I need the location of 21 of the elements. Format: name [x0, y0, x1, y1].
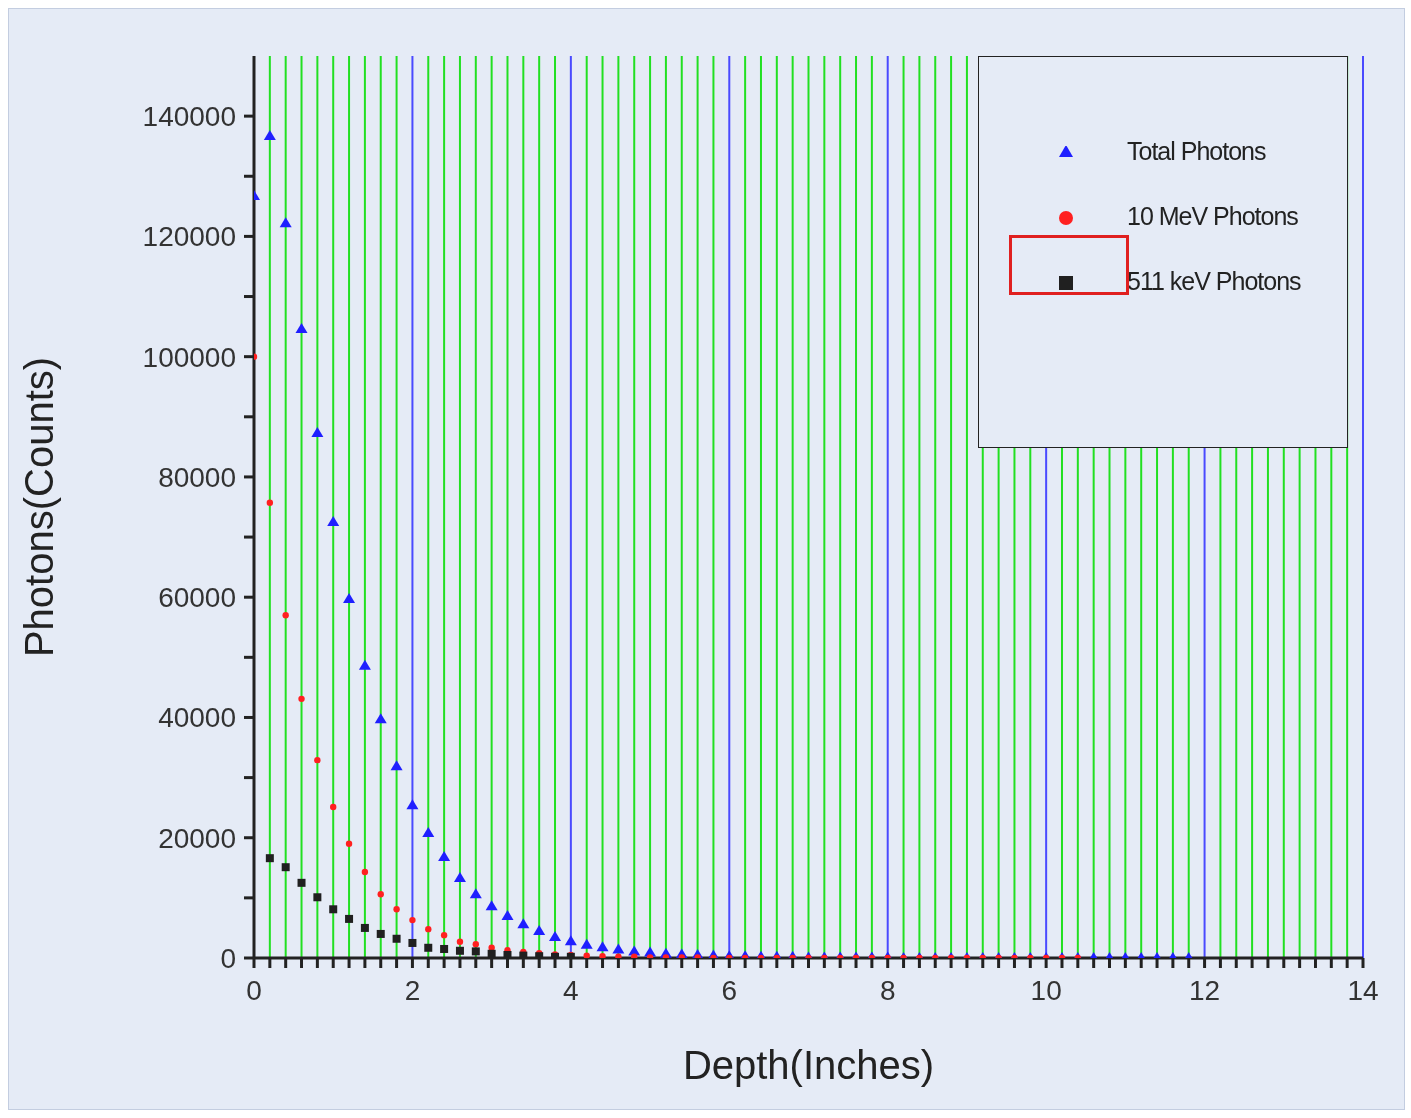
legend-label: 511 keV Photons	[1127, 267, 1301, 295]
x-tick-label: 10	[1030, 974, 1062, 1006]
x-tick-label: 0	[246, 974, 262, 1006]
x-axis-title: Depth(Inches)	[682, 1043, 935, 1087]
y-tick-label: 80000	[158, 461, 236, 493]
x-tick-label: 2	[404, 974, 421, 1006]
x-tick-label: 12	[1188, 974, 1221, 1006]
legend-label: 10 MeV Photons	[1127, 202, 1298, 230]
x-tick-label: 14	[1347, 974, 1379, 1006]
y-tick-label: 0	[220, 942, 236, 974]
y-tick-label: 60000	[158, 582, 236, 614]
y-tick-label: 40000	[158, 702, 236, 734]
x-tick-label: 4	[563, 974, 579, 1006]
y-axis-title: Photons(Counts)	[17, 356, 62, 658]
y-tick-label: 100000	[142, 341, 236, 373]
x-tick-label: 8	[879, 974, 896, 1006]
x-tick-label: 6	[721, 974, 738, 1006]
y-tick-label: 20000	[158, 822, 236, 854]
legend-label: Total Photons	[1127, 137, 1266, 165]
y-tick-label: 140000	[142, 101, 236, 133]
y-tick-label: 120000	[142, 221, 236, 253]
